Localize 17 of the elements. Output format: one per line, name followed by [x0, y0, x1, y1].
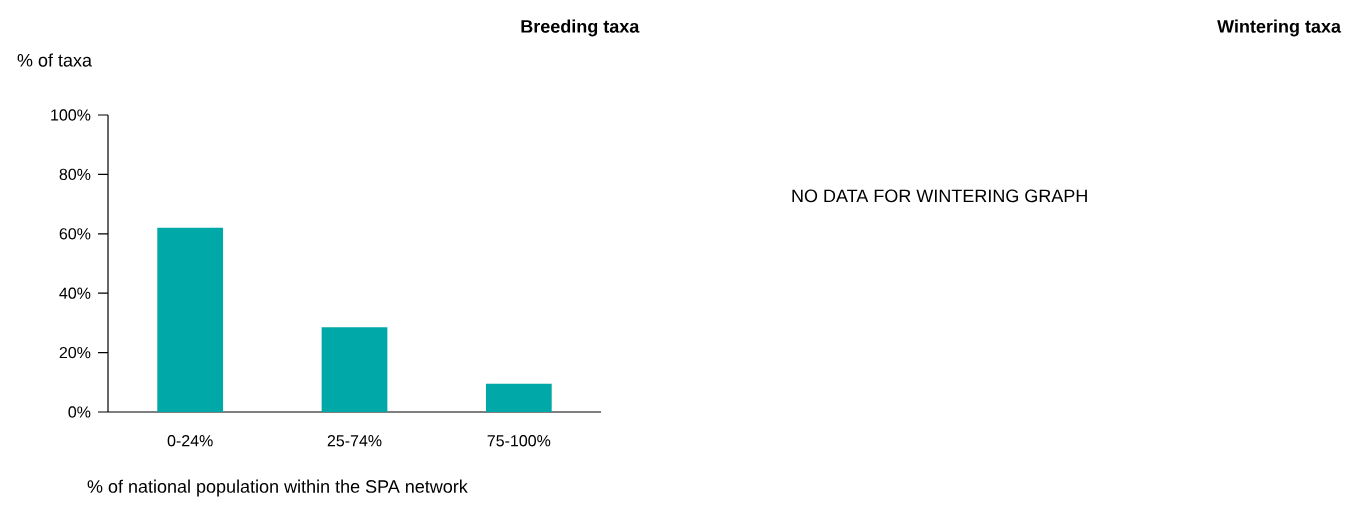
y-tick-label: 80% — [59, 168, 91, 181]
bar — [321, 327, 388, 412]
y-axis-title: % of taxa — [17, 53, 92, 67]
y-tick-label: 60% — [59, 228, 91, 240]
y-tick-label: 40% — [59, 287, 91, 299]
y-tick-label: 100% — [51, 109, 91, 121]
y-tick-label: 0% — [68, 406, 91, 418]
bar — [157, 227, 224, 412]
y-tick-label: 20% — [59, 346, 91, 359]
x-tick-label: 75-100% — [487, 435, 551, 447]
text: Wintering taxa — [1217, 19, 1342, 37]
bar — [485, 383, 552, 412]
x-tick-label: 25-74% — [327, 435, 382, 447]
x-axis-title: % of national population within the SPA network — [87, 479, 468, 497]
x-tick-label: 0-24% — [167, 435, 213, 447]
text: NO DATA FOR WINTERING GRAPH — [792, 189, 1087, 203]
chart-title: Breeding taxa — [521, 19, 640, 37]
